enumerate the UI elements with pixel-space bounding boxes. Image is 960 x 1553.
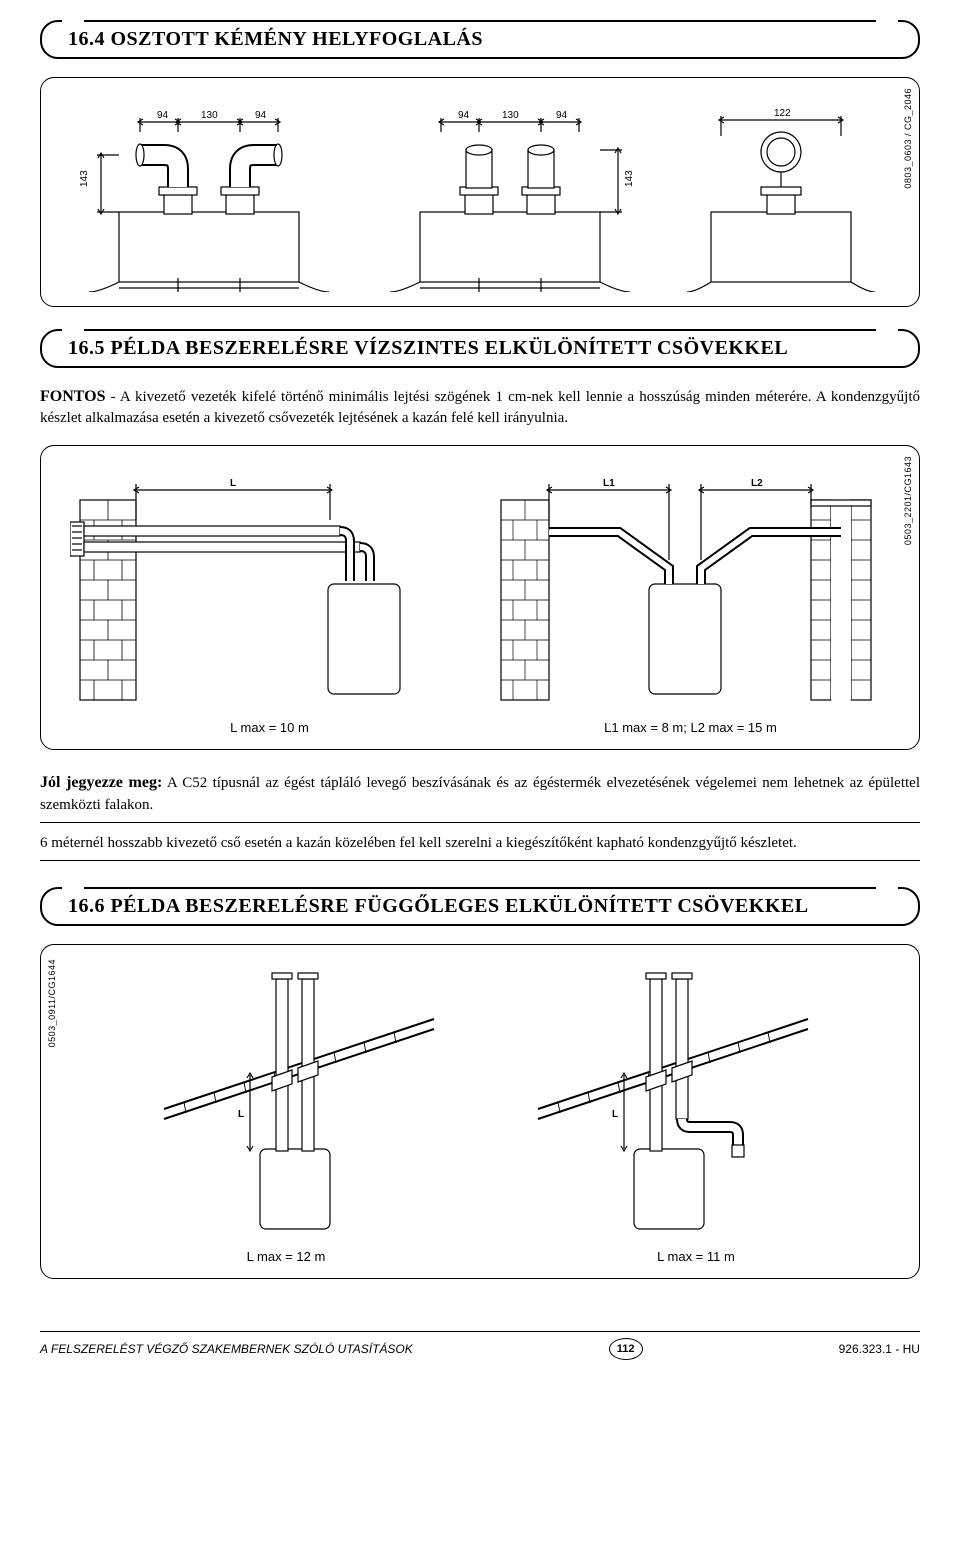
figure-16-5-row: L	[59, 460, 901, 710]
dim-L: L	[230, 478, 236, 489]
caption-fig2b: L1 max = 8 m; L2 max = 15 m	[480, 720, 901, 735]
dim-143-a: 143	[79, 170, 90, 187]
caption-fig3b: L max = 11 m	[491, 1249, 901, 1264]
figure-16-6-captions: L max = 12 m L max = 11 m	[81, 1249, 901, 1264]
fontos-body: - A kivezető vezeték kifelé történő mini…	[40, 389, 920, 426]
section-header-16-4: 16.4 OSZTOTT KÉMÉNY HELYFOGLALÁS	[40, 20, 920, 59]
figure-16-5: 0503_2201/CG1643	[40, 445, 920, 750]
dim-L2: L2	[751, 478, 763, 489]
boiler-top-terminal: 122	[681, 92, 881, 292]
dim-L-va: L	[238, 1109, 244, 1120]
section-title-16-5: 16.5 PÉLDA BESZERELÉSRE VÍZSZINTES ELKÜL…	[68, 337, 892, 360]
vertical-flue-a: L	[154, 959, 454, 1239]
figure-refcode-2: 0503_2201/CG1643	[903, 456, 913, 545]
caption-fig2a: L max = 10 m	[59, 720, 480, 735]
fontos-lead: FONTOS	[40, 388, 106, 405]
footer-page: 112	[609, 1338, 643, 1360]
dim-94-a: 94	[157, 110, 169, 121]
split-flue-two-walls: L1 L2	[491, 460, 891, 710]
paragraph-jol-jegyezze: Jól jegyezze meg: A C52 típusnál az égés…	[40, 772, 920, 822]
section-header-16-5: 16.5 PÉLDA BESZERELÉSRE VÍZSZINTES ELKÜL…	[40, 329, 920, 368]
page-footer: A FELSZERELÉST VÉGZŐ SZAKEMBERNEK SZÓLÓ …	[40, 1331, 920, 1374]
horizontal-split-flue: L	[70, 460, 470, 710]
dim-94-c: 94	[458, 110, 470, 121]
dim-122: 122	[774, 108, 791, 119]
section-header-16-6: 16.6 PÉLDA BESZERELÉSRE FÜGGŐLEGES ELKÜL…	[40, 887, 920, 926]
paragraph-6m: 6 méternél hosszabb kivezető cső esetén …	[40, 833, 920, 861]
figure-16-6: 0503_0911/CG1644	[40, 944, 920, 1279]
figure-16-6-row: L	[81, 959, 901, 1239]
jol-body: A C52 típusnál az égést tápláló levegő b…	[40, 775, 920, 812]
figure-refcode-1: 0803_0603 / CG_2046	[903, 88, 913, 189]
dim-94-b: 94	[255, 110, 267, 121]
caption-fig3a: L max = 12 m	[81, 1249, 491, 1264]
figure-16-5-captions: L max = 10 m L1 max = 8 m; L2 max = 15 m	[59, 720, 901, 735]
paragraph-fontos: FONTOS - A kivezető vezeték kifelé törté…	[40, 386, 920, 429]
footer-right: 926.323.1 - HU	[839, 1342, 920, 1356]
dim-L-vb: L	[612, 1109, 618, 1120]
dim-143-b: 143	[624, 170, 635, 187]
jol-lead: Jól jegyezze meg:	[40, 774, 162, 791]
boiler-top-elbows-1: 94 130 94 143	[79, 92, 339, 292]
dim-L1: L1	[603, 478, 615, 489]
section-title-16-4: 16.4 OSZTOTT KÉMÉNY HELYFOGLALÁS	[68, 28, 892, 51]
section-title-16-6: 16.6 PÉLDA BESZERELÉSRE FÜGGŐLEGES ELKÜL…	[68, 895, 892, 918]
vertical-flue-b: L	[528, 959, 828, 1239]
dim-94-d: 94	[556, 110, 568, 121]
boiler-top-straight: 94 130 94 143	[380, 92, 640, 292]
dim-130-a: 130	[201, 110, 218, 121]
dim-130-b: 130	[502, 110, 519, 121]
footer-left: A FELSZERELÉST VÉGZŐ SZAKEMBERNEK SZÓLÓ …	[40, 1342, 413, 1356]
figure-16-4: 0803_0603 / CG_2046	[40, 77, 920, 307]
figure-refcode-3: 0503_0911/CG1644	[47, 959, 57, 1047]
figure-16-4-row: 94 130 94 143	[59, 92, 901, 292]
